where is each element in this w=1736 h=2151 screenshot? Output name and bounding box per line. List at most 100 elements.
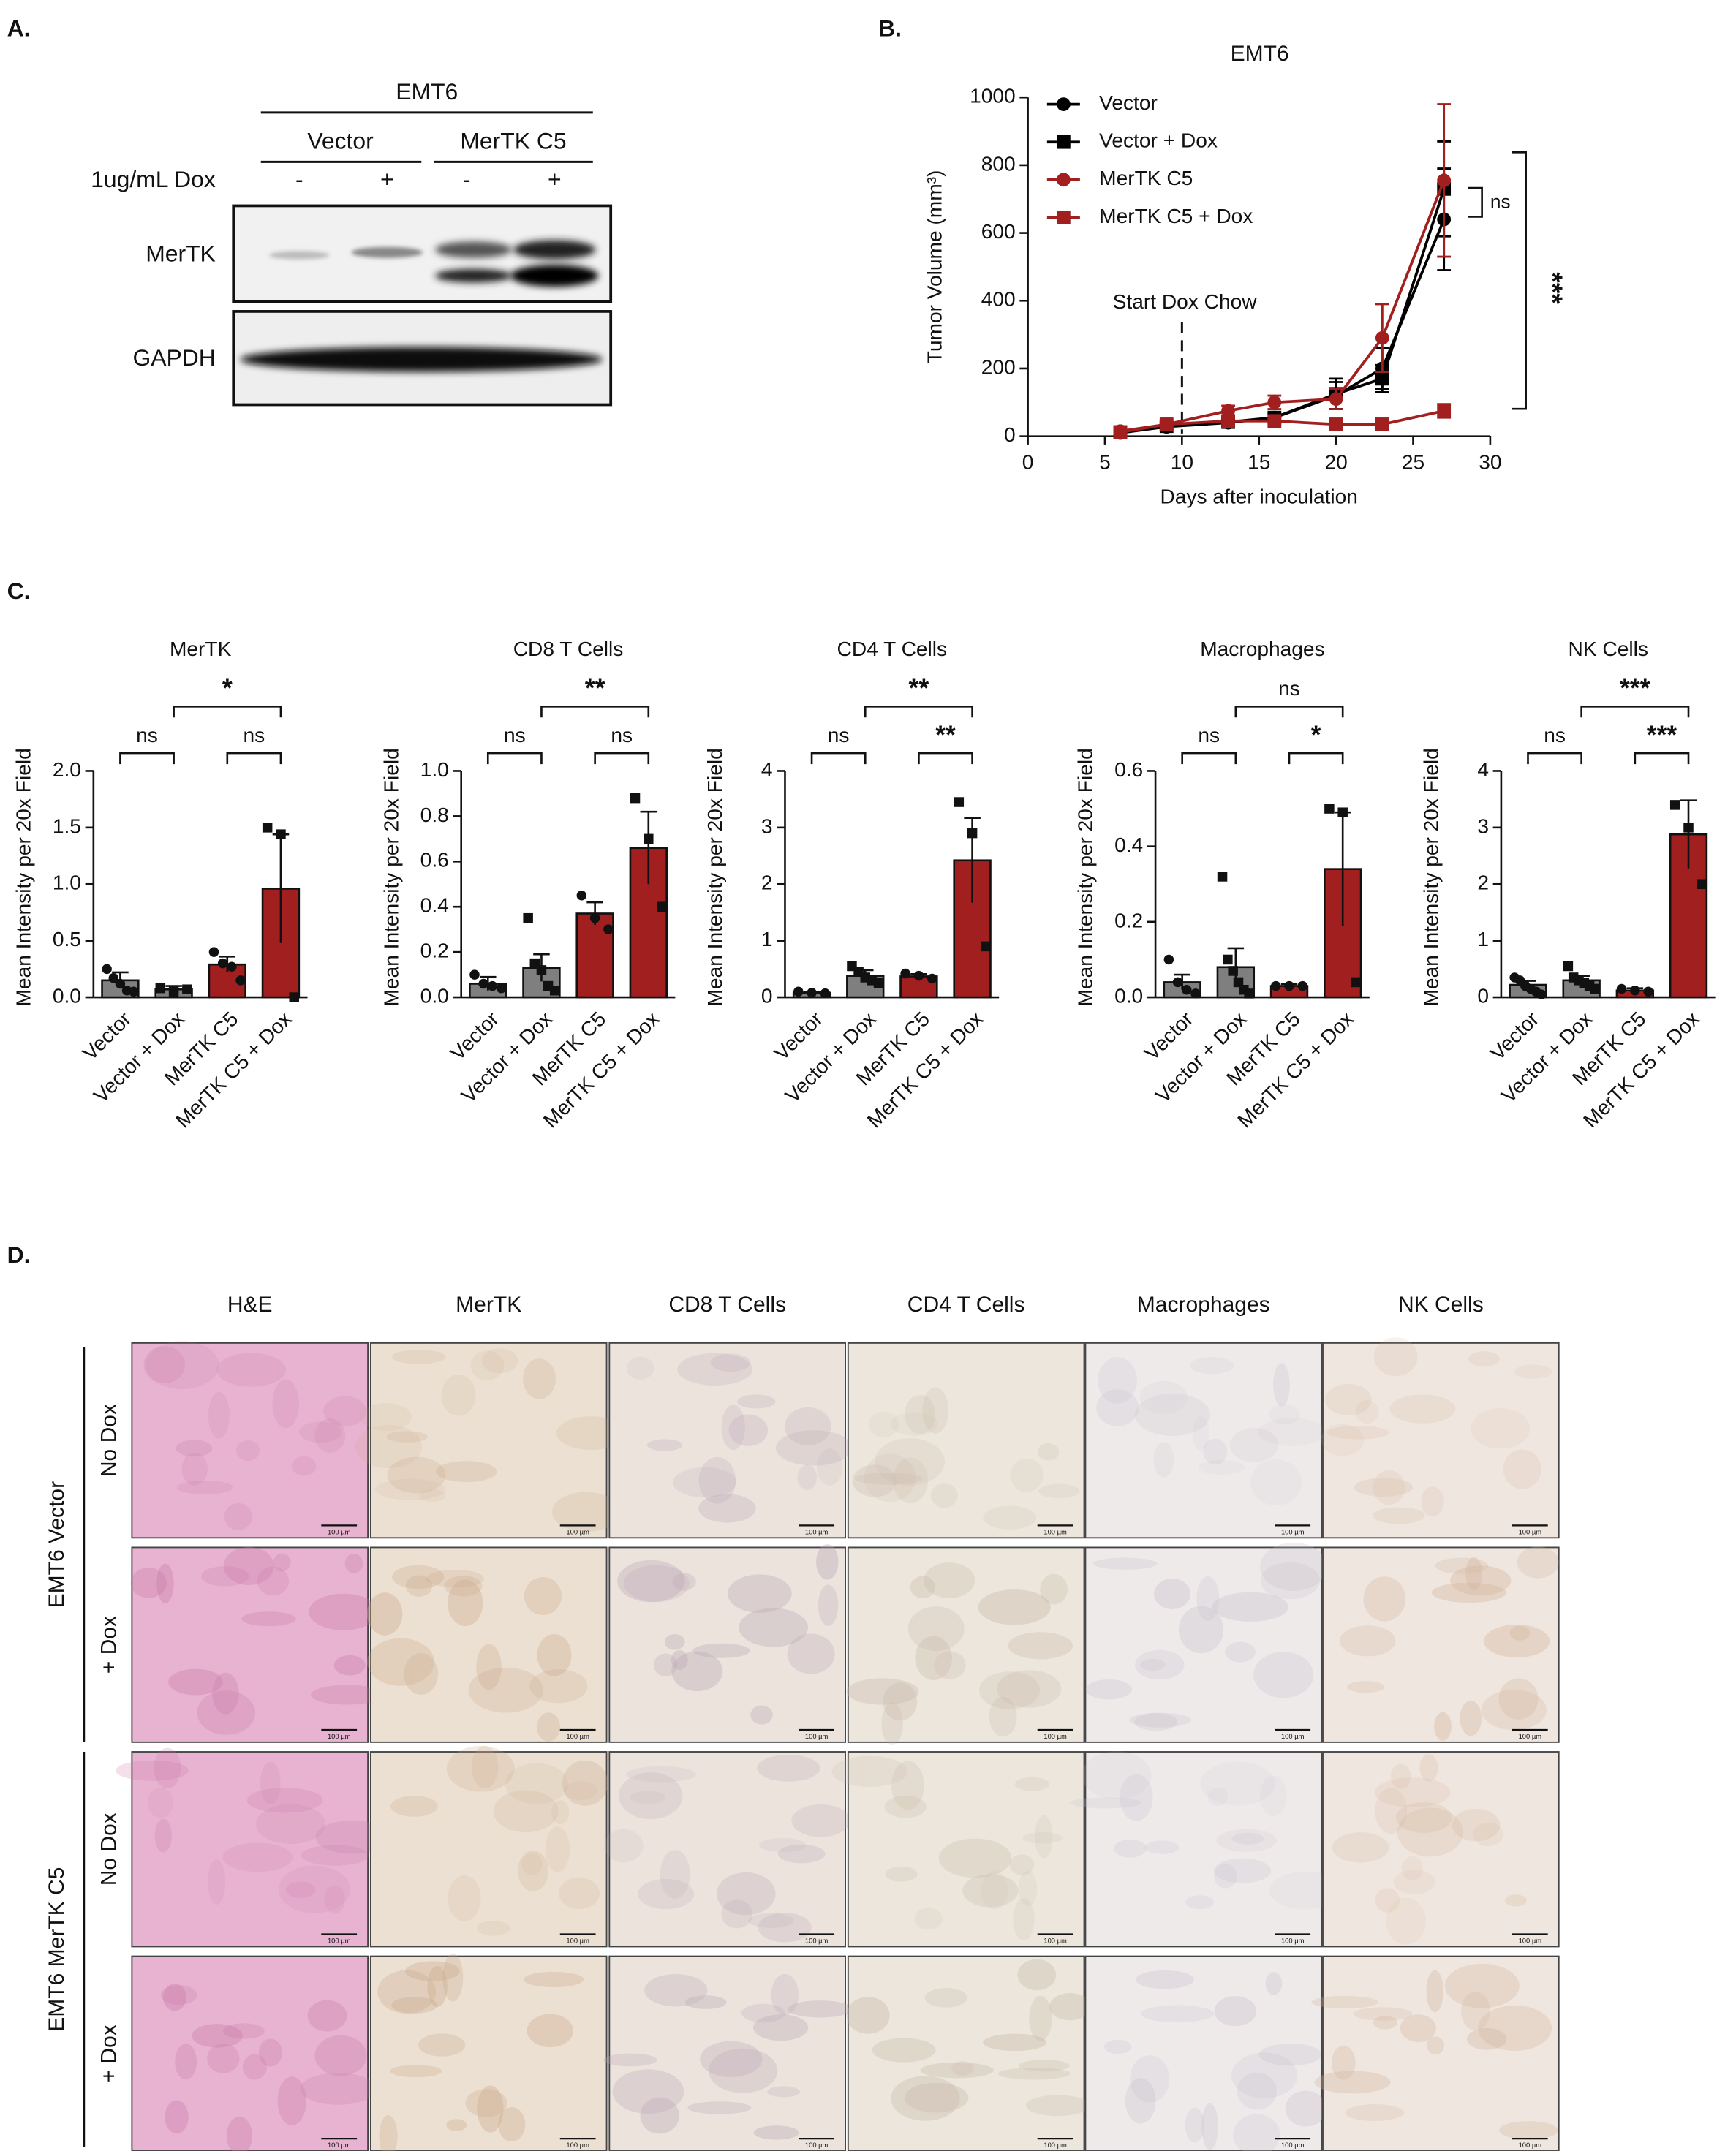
tissue-texture — [914, 1908, 943, 1930]
tissue-texture — [1325, 1383, 1372, 1415]
data-point — [262, 823, 273, 833]
tissue-texture — [291, 1456, 317, 1476]
tissue-texture — [728, 1574, 792, 1613]
data-point — [1375, 417, 1389, 431]
tissue-texture — [1426, 2036, 1444, 2055]
tissue-texture — [309, 1593, 379, 1630]
tissue-texture — [226, 2117, 252, 2151]
tissue-texture — [426, 1570, 485, 1588]
tissue-texture — [1345, 2104, 1405, 2121]
significance-label: ns — [828, 724, 850, 746]
tissue-texture — [904, 2082, 969, 2113]
histology-image: 100 µm — [831, 1751, 1085, 1948]
data-point — [208, 947, 219, 957]
tissue-texture — [1253, 1652, 1314, 1698]
significance-label: *** — [1647, 720, 1677, 749]
data-point — [1159, 417, 1174, 431]
data-point — [469, 969, 480, 980]
significance-label: ** — [585, 673, 605, 703]
tissue-texture — [1434, 1712, 1452, 1741]
tissue-texture — [298, 1421, 342, 1443]
tissue-texture — [1452, 1808, 1501, 1842]
tissue-texture — [386, 1431, 429, 1443]
scale-bar-label: 100 µm — [566, 1733, 589, 1740]
tissue-texture — [846, 1678, 919, 1705]
tissue-texture — [660, 1850, 690, 1899]
image-frame — [1322, 1751, 1560, 1948]
data-point — [1182, 984, 1192, 995]
tissue-texture — [1139, 1380, 1188, 1414]
y-tick-label: 0 — [761, 984, 773, 1007]
tissue-texture — [1092, 1557, 1158, 1570]
significance-label: ns — [244, 724, 265, 746]
tissue-texture — [816, 1544, 839, 1580]
significance-bracket — [810, 752, 867, 765]
tissue-texture — [1154, 1579, 1190, 1610]
band — [435, 268, 513, 283]
tissue-texture — [1444, 1963, 1520, 2008]
significance-bracket — [1580, 705, 1690, 718]
data-point — [589, 912, 600, 923]
tissue-texture — [1096, 1389, 1139, 1426]
tissue-texture — [1339, 1625, 1396, 1657]
tissue-texture — [1373, 1507, 1425, 1524]
tissue-texture — [285, 1881, 316, 1899]
data-point — [630, 793, 641, 804]
tissue-texture — [442, 1954, 464, 2002]
tissue-texture — [922, 1387, 948, 1434]
tissue-texture — [448, 1579, 483, 1627]
data-point — [1329, 392, 1343, 407]
tissue-texture — [978, 1589, 1051, 1625]
tissue-texture — [537, 1712, 561, 1742]
tissue-texture — [1026, 2095, 1090, 2117]
image-frame — [847, 1955, 1085, 2151]
tissue-texture — [1022, 1832, 1063, 1844]
y-axis-label: Mean Intensity per 20x Field — [703, 748, 726, 1006]
tissue-texture — [758, 1837, 807, 1852]
scale-bar-label: 100 µm — [805, 1937, 829, 1944]
significance-bracket — [540, 705, 650, 718]
data-point — [1630, 986, 1640, 996]
data-point — [1375, 330, 1389, 345]
y-tick-label: 1000 — [970, 85, 1016, 107]
histology-image: 100 µm — [369, 1954, 608, 2151]
histology-image: 100 µm — [131, 1341, 369, 1539]
tissue-texture — [505, 1763, 569, 1804]
column-header: NK Cells — [1398, 1293, 1484, 1317]
column-header: CD8 T Cells — [668, 1293, 786, 1317]
tissue-texture — [748, 1913, 794, 1928]
tissue-texture — [852, 1464, 897, 1497]
data-point — [954, 797, 965, 807]
tissue-texture — [366, 1592, 403, 1636]
y-tick-label: 0.0 — [53, 984, 81, 1007]
significance-label: ns — [136, 724, 158, 746]
tissue-texture — [273, 1553, 291, 1572]
x-axis-label: Days after inoculation — [1161, 485, 1358, 508]
tissue-texture — [997, 1670, 1062, 1708]
image-frame — [131, 1342, 369, 1539]
data-point — [1233, 977, 1244, 988]
tissue-texture — [301, 1845, 369, 1866]
tissue-texture — [750, 1705, 773, 1725]
tissue-texture — [1018, 1870, 1038, 1907]
significance-bracket — [594, 752, 650, 765]
scale-bar-label: 100 µm — [805, 1528, 829, 1535]
y-axis-label: Mean Intensity per 20x Field — [1420, 748, 1443, 1006]
row-group-label: EMT6 MerTK C5 — [45, 1867, 69, 2032]
tissue-texture — [1014, 1777, 1050, 1791]
tissue-texture — [1269, 1404, 1300, 1425]
significance-bracket — [173, 705, 282, 718]
significance-bracket — [486, 752, 543, 765]
data-point — [820, 988, 831, 999]
tissue-texture — [278, 1865, 351, 1913]
tissue-texture — [192, 2024, 243, 2048]
data-point — [549, 986, 560, 996]
significance-bracket — [864, 705, 973, 718]
tissue-texture — [775, 1430, 853, 1466]
y-tick-label: 1.0 — [53, 872, 81, 894]
image-frame — [369, 1955, 608, 2151]
tissue-texture — [310, 1685, 384, 1705]
data-point — [1536, 989, 1547, 999]
significance-label: ** — [935, 720, 956, 749]
